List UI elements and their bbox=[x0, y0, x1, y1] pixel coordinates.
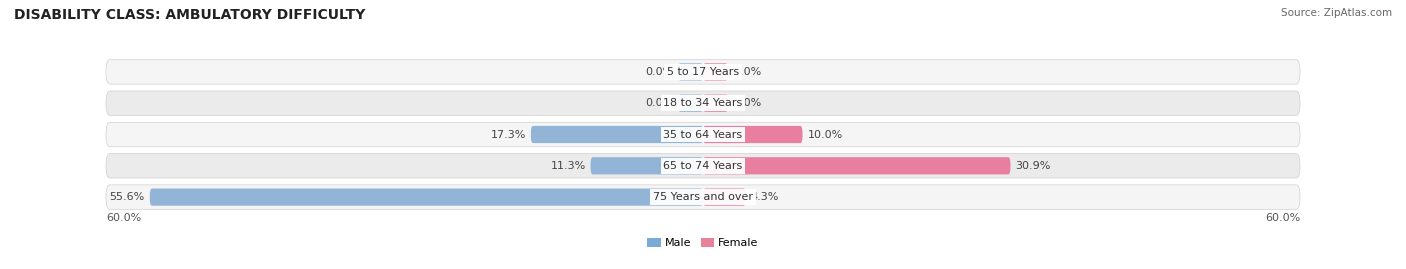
Text: 11.3%: 11.3% bbox=[550, 161, 585, 171]
Legend: Male, Female: Male, Female bbox=[643, 233, 763, 253]
Text: 0.0%: 0.0% bbox=[645, 98, 673, 108]
Text: 18 to 34 Years: 18 to 34 Years bbox=[664, 98, 742, 108]
Text: 65 to 74 Years: 65 to 74 Years bbox=[664, 161, 742, 171]
Text: Source: ZipAtlas.com: Source: ZipAtlas.com bbox=[1281, 8, 1392, 18]
Text: 5 to 17 Years: 5 to 17 Years bbox=[666, 67, 740, 77]
Text: 60.0%: 60.0% bbox=[105, 213, 141, 223]
Text: 4.3%: 4.3% bbox=[751, 192, 779, 202]
Text: 0.0%: 0.0% bbox=[733, 67, 761, 77]
FancyBboxPatch shape bbox=[150, 189, 703, 206]
FancyBboxPatch shape bbox=[703, 157, 1011, 174]
FancyBboxPatch shape bbox=[678, 95, 703, 112]
FancyBboxPatch shape bbox=[105, 60, 1301, 84]
Text: 35 to 64 Years: 35 to 64 Years bbox=[664, 129, 742, 140]
FancyBboxPatch shape bbox=[703, 95, 728, 112]
FancyBboxPatch shape bbox=[105, 154, 1301, 178]
FancyBboxPatch shape bbox=[703, 126, 803, 143]
FancyBboxPatch shape bbox=[678, 63, 703, 80]
Text: 0.0%: 0.0% bbox=[733, 98, 761, 108]
Text: 0.0%: 0.0% bbox=[645, 67, 673, 77]
Text: 60.0%: 60.0% bbox=[1265, 213, 1301, 223]
Text: 17.3%: 17.3% bbox=[491, 129, 526, 140]
Text: 10.0%: 10.0% bbox=[807, 129, 842, 140]
Text: 30.9%: 30.9% bbox=[1015, 161, 1050, 171]
FancyBboxPatch shape bbox=[105, 91, 1301, 115]
Text: 55.6%: 55.6% bbox=[110, 192, 145, 202]
FancyBboxPatch shape bbox=[703, 63, 728, 80]
FancyBboxPatch shape bbox=[105, 185, 1301, 209]
FancyBboxPatch shape bbox=[531, 126, 703, 143]
FancyBboxPatch shape bbox=[591, 157, 703, 174]
FancyBboxPatch shape bbox=[105, 122, 1301, 147]
FancyBboxPatch shape bbox=[703, 189, 745, 206]
Text: 75 Years and over: 75 Years and over bbox=[652, 192, 754, 202]
Text: DISABILITY CLASS: AMBULATORY DIFFICULTY: DISABILITY CLASS: AMBULATORY DIFFICULTY bbox=[14, 8, 366, 22]
